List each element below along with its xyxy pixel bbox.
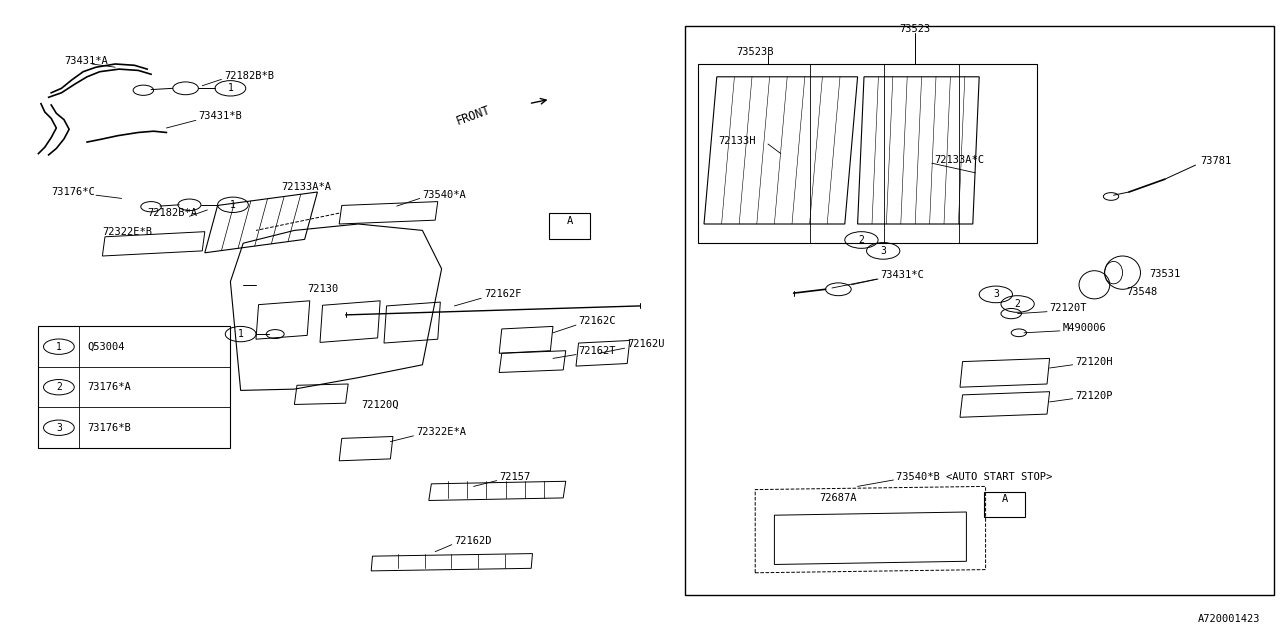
Text: 73531: 73531 [1149,269,1180,279]
Text: 73540*A: 73540*A [422,190,466,200]
Text: 73781: 73781 [1201,156,1231,166]
Bar [549,213,590,239]
Text: 72162U: 72162U [627,339,664,349]
Text: 73431*B: 73431*B [198,111,242,122]
Text: 73431*C: 73431*C [881,270,924,280]
Text: 72120P: 72120P [1075,390,1112,401]
Bar [685,26,1274,595]
Text: 72133H: 72133H [718,136,755,146]
Text: 72322E*B: 72322E*B [102,227,152,237]
Text: 73523: 73523 [900,24,931,34]
Bar [38,326,230,448]
Bar [984,492,1025,517]
Text: 73176*C: 73176*C [51,187,95,197]
Text: 72322E*A: 72322E*A [416,427,466,437]
Text: 73523B: 73523B [736,47,773,58]
Text: 72182B*A: 72182B*A [147,208,197,218]
Text: 1: 1 [56,342,61,351]
Text: 3: 3 [56,423,61,433]
Text: 72687A: 72687A [819,493,856,503]
Text: 1: 1 [230,200,236,210]
Text: 1: 1 [238,329,243,339]
Text: 72133A*C: 72133A*C [934,155,984,165]
Text: 72120H: 72120H [1075,356,1112,367]
Text: FRONT: FRONT [454,103,493,127]
Text: M490006: M490006 [1062,323,1106,333]
Text: 73540*B <AUTO START STOP>: 73540*B <AUTO START STOP> [896,472,1052,482]
Text: 72133A*A: 72133A*A [282,182,332,192]
Text: 72162D: 72162D [454,536,492,546]
Text: 2: 2 [859,235,864,245]
Bar [698,64,1037,243]
Text: 2: 2 [1015,299,1020,309]
Text: 72162T: 72162T [579,346,616,356]
Text: 73176*B: 73176*B [87,423,131,433]
Text: A720001423: A720001423 [1198,614,1261,624]
Text: A: A [567,216,572,226]
Text: A: A [1002,494,1007,504]
Text: 72130: 72130 [307,284,338,294]
Text: 72157: 72157 [499,472,530,482]
Text: 72162C: 72162C [579,316,616,326]
Text: 3: 3 [993,289,998,300]
Text: 73548: 73548 [1126,287,1157,298]
Text: 1: 1 [228,83,233,93]
Text: Q53004: Q53004 [87,342,124,351]
Text: 72120Q: 72120Q [361,399,398,410]
Text: 72120T: 72120T [1050,303,1087,314]
Text: 2: 2 [56,382,61,392]
Text: 73431*A: 73431*A [64,56,108,66]
Text: 3: 3 [881,246,886,256]
Text: 72182B*B: 72182B*B [224,70,274,81]
Text: 73176*A: 73176*A [87,382,131,392]
Text: 72162F: 72162F [484,289,521,300]
